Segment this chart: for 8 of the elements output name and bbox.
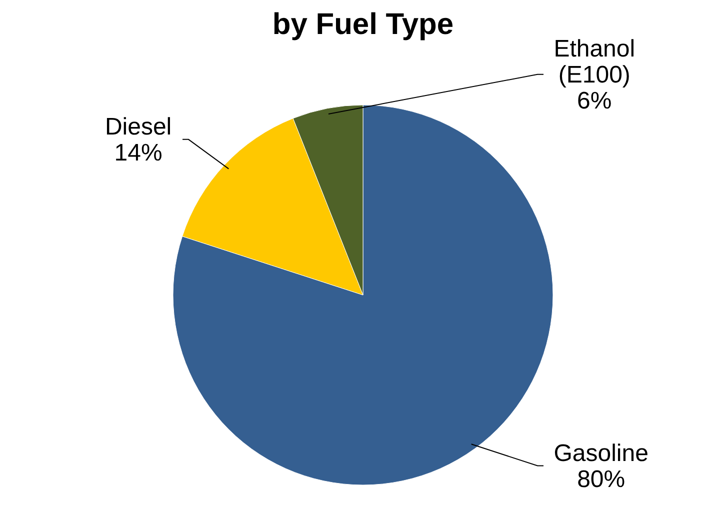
data-label: 80% xyxy=(577,466,626,493)
slice-label: Ethanol (E100) xyxy=(554,35,636,88)
chart-title: by Fuel Type xyxy=(272,8,454,41)
pie-slice xyxy=(173,104,554,486)
slice-label: Diesel xyxy=(104,113,172,140)
slice-label: Gasoline xyxy=(554,440,648,467)
data-label: 14% xyxy=(114,139,162,166)
data-label: 6% xyxy=(577,87,612,114)
